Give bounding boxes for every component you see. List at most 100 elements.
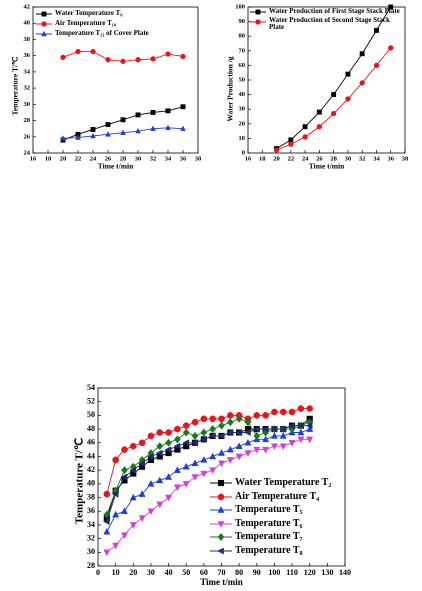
- x-tick-label: 40: [165, 568, 173, 577]
- marker: [135, 112, 141, 118]
- marker: [244, 429, 251, 436]
- marker: [252, 425, 260, 433]
- y-axis-label: Temperature T/℃: [11, 56, 20, 115]
- x-tick-label: 0: [96, 568, 100, 577]
- marker: [120, 117, 126, 123]
- marker: [41, 30, 47, 37]
- marker: [147, 452, 154, 460]
- y-tick-label: 0: [242, 149, 245, 156]
- x-tick-label: 90: [253, 568, 261, 577]
- marker: [279, 432, 287, 439]
- x-tick-label: 34: [373, 155, 380, 162]
- x-tick-label: 32: [150, 155, 157, 162]
- marker: [345, 71, 351, 77]
- marker: [180, 104, 186, 110]
- marker: [200, 470, 208, 478]
- y-tick-label: 44: [87, 451, 95, 460]
- marker: [297, 436, 305, 444]
- legend-label: Temperature T₆: [235, 517, 303, 529]
- legend-label: Air Temperature T₁₀: [55, 18, 116, 27]
- marker: [138, 439, 146, 447]
- marker: [105, 57, 111, 63]
- marker: [244, 438, 252, 446]
- marker: [226, 418, 234, 427]
- legend-box: Water Temperature T₂ Air Temperature T₄ Te…: [210, 478, 344, 556]
- marker: [388, 4, 394, 10]
- marker: [60, 135, 66, 141]
- marker: [359, 51, 365, 57]
- legend-swatch: [210, 520, 232, 528]
- y-tick-label: 48: [87, 424, 95, 433]
- marker: [261, 425, 269, 433]
- x-tick-label: 100: [268, 568, 280, 577]
- marker: [164, 446, 172, 454]
- x-tick-label: 130: [321, 568, 333, 577]
- legend-swatch: [36, 30, 52, 37]
- marker: [235, 414, 243, 423]
- marker: [156, 501, 164, 509]
- y-tick-label: 30: [24, 101, 31, 108]
- y-tick-label: 32: [87, 533, 95, 542]
- y-tick-label: 40: [24, 20, 31, 27]
- legend-entry: Air Temperature T₁₀: [36, 19, 154, 28]
- x-tick-label: 28: [120, 155, 127, 162]
- marker: [359, 80, 365, 86]
- marker: [316, 109, 322, 115]
- marker: [270, 425, 278, 433]
- marker: [191, 459, 199, 467]
- y-tick-label: 38: [87, 492, 95, 501]
- x-tick-label: 20: [60, 155, 67, 162]
- marker: [191, 474, 199, 481]
- marker: [165, 429, 172, 436]
- marker: [199, 435, 207, 443]
- x-tick-label: 22: [75, 155, 82, 162]
- marker: [217, 493, 225, 500]
- marker: [200, 455, 208, 463]
- marker: [103, 549, 111, 557]
- marker: [244, 450, 252, 457]
- y-tick-label: 46: [87, 438, 95, 447]
- x-tick-label: 10: [112, 568, 120, 577]
- marker: [279, 408, 287, 416]
- x-tick-label: 38: [402, 155, 409, 162]
- marker: [209, 467, 217, 475]
- marker: [191, 439, 198, 447]
- x-tick-label: 120: [304, 568, 316, 577]
- marker: [217, 520, 225, 528]
- series-line: [62, 106, 184, 141]
- marker: [173, 435, 181, 444]
- legend-entry: Air Temperature T₄: [210, 491, 344, 503]
- marker: [270, 443, 278, 451]
- marker: [150, 56, 156, 62]
- marker: [173, 442, 181, 450]
- y-tick-label: 26: [24, 133, 31, 140]
- marker: [138, 490, 146, 497]
- legend-box: Water Production of First Stage Stack Pl…: [250, 7, 400, 32]
- legend-label: Temperature T₈: [235, 544, 303, 556]
- marker: [112, 510, 120, 518]
- marker: [296, 422, 304, 430]
- marker: [129, 466, 137, 474]
- marker: [165, 473, 173, 480]
- x-axis-label: Time t/min: [200, 577, 243, 587]
- y-tick-label: 30: [87, 547, 95, 556]
- marker: [180, 53, 186, 60]
- legend-swatch: [210, 547, 232, 554]
- marker: [103, 527, 111, 535]
- marker: [253, 431, 261, 440]
- marker: [102, 518, 110, 525]
- marker: [135, 127, 141, 134]
- marker: [316, 124, 323, 130]
- marker: [90, 127, 96, 132]
- marker: [120, 507, 128, 515]
- y-axis-label: Temperature T/℃: [74, 438, 86, 524]
- marker: [235, 429, 242, 436]
- x-tick-label: 80: [235, 568, 243, 577]
- marker: [191, 418, 199, 426]
- marker: [288, 422, 295, 430]
- y-tick-label: 28: [87, 561, 95, 570]
- x-tick-label: 38: [195, 155, 202, 162]
- marker: [165, 51, 171, 57]
- legend-swatch: [36, 11, 52, 17]
